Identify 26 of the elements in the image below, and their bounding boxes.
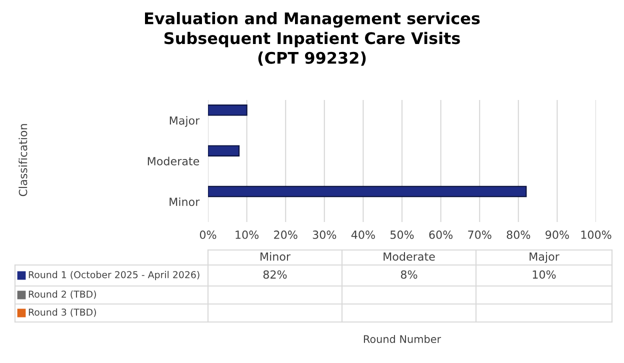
x-tick-label: 20% [274, 230, 298, 239]
x-tick-label: 60% [429, 230, 453, 239]
legend-label: Round 3 (TBD) [28, 308, 96, 317]
text: 82% [263, 270, 287, 279]
y-tick-label: Moderate [148, 156, 200, 166]
y-tick-label: Minor [170, 197, 200, 206]
x-tick-label: 90% [546, 230, 569, 239]
text: Classification [18, 124, 28, 196]
x-tick-label: 10% [236, 230, 259, 239]
text: 8% [400, 270, 418, 279]
legend-label: Round 1 (October 2025 - April 2026) [28, 270, 200, 280]
x-tick-label: 30% [312, 230, 336, 239]
x-tick-label: 100% [581, 230, 612, 239]
y-tick-label: Major [170, 116, 200, 127]
x-tick-label: 0% [200, 230, 216, 239]
category-label: Major [530, 252, 560, 263]
category-label: Moderate [384, 252, 435, 261]
text: Round Number [364, 334, 442, 344]
chart-title: Evaluation and Management services Subsequent Inpatient Care Visits (CPT 99232) [145, 12, 480, 66]
x-tick-label: 40% [351, 230, 375, 239]
x-tick-label: 80% [506, 230, 530, 239]
x-tick-label: 50% [390, 230, 414, 239]
text: 10% [532, 270, 556, 279]
x-tick-label: 70% [468, 230, 492, 239]
category-label: Minor [260, 252, 291, 261]
legend-label: Round 2 (TBD) [28, 290, 96, 299]
